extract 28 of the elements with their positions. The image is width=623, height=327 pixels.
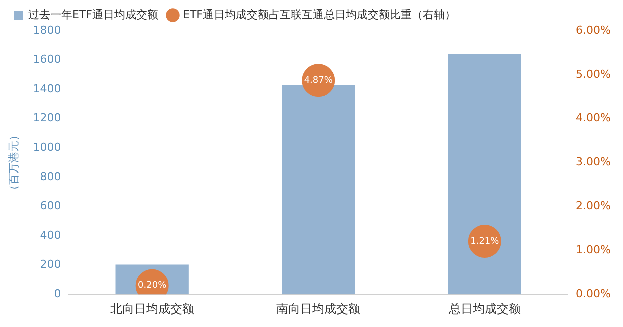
- data-label: 1.21%: [470, 236, 500, 247]
- legend-label: ETF通日均成交额占互联互通总日均成交额比重（右轴）: [182, 8, 456, 22]
- data-label: 4.87%: [304, 76, 334, 86]
- legend-label: 过去一年ETF通日均成交额: [28, 8, 158, 22]
- y-tick-label: 800: [40, 170, 62, 184]
- data-label: 0.20%: [138, 281, 168, 292]
- bar: [448, 54, 522, 295]
- y2-tick-label: 0.00%: [576, 287, 612, 300]
- y-tick-label: 1400: [33, 82, 62, 96]
- y2-tick-label: 1.00%: [576, 244, 612, 257]
- x-tick-label: 总日均成交额: [448, 302, 521, 316]
- y-tick-label: 400: [40, 228, 62, 242]
- y-axis-title: （百万港元）: [7, 130, 20, 196]
- y-tick-label: 1800: [33, 24, 62, 37]
- y2-tick-label: 6.00%: [576, 24, 612, 37]
- y-tick-label: 1200: [33, 112, 62, 125]
- y-tick-label: 600: [40, 200, 62, 213]
- bar: [282, 85, 356, 295]
- x-tick-label: 南向日均成交额: [276, 302, 361, 316]
- y2-tick-label: 5.00%: [576, 68, 612, 81]
- y2-tick-label: 2.00%: [576, 200, 612, 213]
- y2-tick-label: 4.00%: [576, 112, 612, 125]
- y2-tick-label: 3.00%: [576, 156, 612, 169]
- y-tick-label: 200: [40, 258, 62, 272]
- y-tick-label: 1600: [33, 53, 62, 66]
- y-tick-label: 1000: [33, 141, 62, 154]
- y-tick-label: 0: [54, 287, 62, 300]
- x-tick-label: 北向日均成交额: [110, 302, 194, 316]
